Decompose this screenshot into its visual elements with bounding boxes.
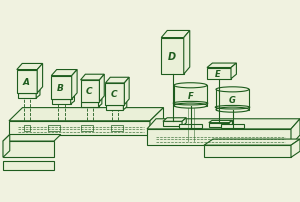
Polygon shape bbox=[229, 121, 233, 127]
Polygon shape bbox=[3, 135, 10, 158]
Polygon shape bbox=[82, 102, 98, 107]
Polygon shape bbox=[37, 64, 43, 93]
Polygon shape bbox=[98, 99, 102, 107]
Polygon shape bbox=[72, 70, 77, 100]
Polygon shape bbox=[231, 64, 236, 79]
Polygon shape bbox=[71, 97, 74, 105]
Polygon shape bbox=[3, 141, 54, 158]
Polygon shape bbox=[204, 145, 291, 158]
Text: A: A bbox=[23, 77, 30, 86]
Polygon shape bbox=[18, 90, 40, 93]
Polygon shape bbox=[207, 64, 236, 68]
Polygon shape bbox=[52, 100, 71, 105]
Polygon shape bbox=[51, 76, 72, 100]
Polygon shape bbox=[9, 108, 164, 121]
Text: F: F bbox=[188, 92, 194, 100]
Polygon shape bbox=[150, 108, 164, 135]
Polygon shape bbox=[184, 31, 190, 75]
Polygon shape bbox=[80, 75, 104, 80]
Ellipse shape bbox=[216, 87, 249, 93]
Polygon shape bbox=[291, 139, 300, 158]
Polygon shape bbox=[36, 90, 40, 99]
Polygon shape bbox=[9, 121, 150, 135]
Polygon shape bbox=[123, 102, 127, 110]
Polygon shape bbox=[147, 129, 291, 145]
Polygon shape bbox=[18, 93, 36, 99]
Polygon shape bbox=[161, 38, 184, 75]
Polygon shape bbox=[174, 86, 207, 106]
Text: D: D bbox=[167, 52, 176, 62]
Polygon shape bbox=[111, 125, 123, 131]
Polygon shape bbox=[291, 119, 300, 145]
Polygon shape bbox=[163, 118, 186, 122]
Polygon shape bbox=[82, 99, 102, 102]
Polygon shape bbox=[221, 124, 244, 128]
Polygon shape bbox=[24, 125, 30, 131]
Ellipse shape bbox=[174, 83, 207, 88]
Text: C: C bbox=[86, 87, 93, 96]
Polygon shape bbox=[147, 119, 300, 129]
Polygon shape bbox=[209, 123, 229, 127]
Polygon shape bbox=[106, 78, 129, 84]
Text: E: E bbox=[215, 69, 221, 78]
Polygon shape bbox=[209, 121, 232, 123]
Polygon shape bbox=[17, 70, 37, 93]
Polygon shape bbox=[100, 75, 104, 102]
Polygon shape bbox=[216, 90, 249, 110]
Polygon shape bbox=[3, 162, 54, 170]
Text: B: B bbox=[57, 83, 64, 92]
Polygon shape bbox=[182, 118, 186, 127]
Polygon shape bbox=[161, 31, 190, 38]
Polygon shape bbox=[106, 84, 124, 105]
Ellipse shape bbox=[174, 104, 207, 109]
Polygon shape bbox=[163, 122, 182, 127]
Polygon shape bbox=[204, 139, 300, 145]
Text: C: C bbox=[111, 90, 118, 99]
Polygon shape bbox=[106, 105, 123, 110]
Polygon shape bbox=[52, 97, 74, 100]
Polygon shape bbox=[80, 80, 100, 102]
Polygon shape bbox=[48, 125, 60, 131]
Polygon shape bbox=[51, 70, 77, 76]
Polygon shape bbox=[106, 102, 127, 105]
Polygon shape bbox=[3, 135, 61, 141]
Polygon shape bbox=[17, 64, 43, 70]
Polygon shape bbox=[179, 124, 202, 128]
Ellipse shape bbox=[216, 107, 249, 113]
Polygon shape bbox=[81, 125, 93, 131]
Polygon shape bbox=[124, 78, 129, 105]
Text: G: G bbox=[229, 96, 236, 104]
Polygon shape bbox=[207, 68, 231, 79]
